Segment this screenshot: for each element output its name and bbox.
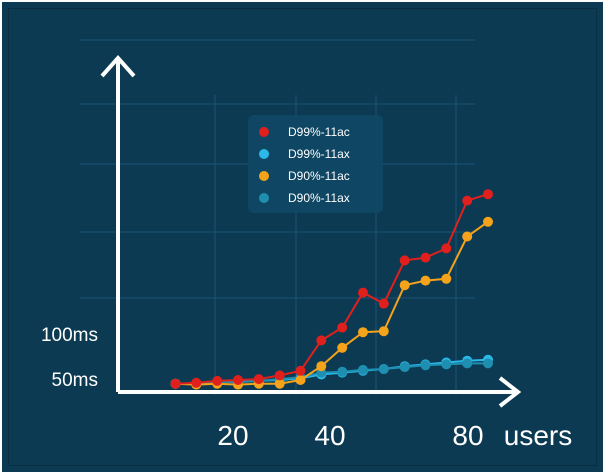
data-point-d99-11ac-7: [316, 335, 327, 346]
data-point-d90-11ac-14: [462, 231, 473, 242]
data-point-d90-11ac-11: [399, 280, 410, 291]
data-point-d90-11ac-13: [441, 273, 452, 284]
data-point-d90-11ax-11: [399, 362, 410, 373]
data-point-d99-11ac-13: [441, 243, 452, 254]
data-point-d99-11ac-15: [483, 189, 493, 200]
legend-label-d99-11ax: D99%-11ax: [288, 147, 350, 161]
data-point-d90-11ac-6: [295, 375, 306, 385]
legend-marker-d90-11ac: [259, 171, 269, 181]
legend-marker-d99-11ax: [259, 149, 269, 159]
chart-frame-inner-border: [8, 8, 597, 466]
data-point-d99-11ac-14: [462, 195, 473, 206]
legend-label-d90-11ax: D90%-11ax: [288, 191, 350, 205]
data-point-d99-11ac-2: [212, 375, 223, 386]
x-axis-arrowhead: [498, 376, 522, 408]
series-line-d90-11ac: [175, 220, 489, 386]
data-point-d90-11ac-8: [337, 342, 348, 353]
y-axis-arrowhead: [100, 54, 136, 78]
data-point-d90-11ax-10: [378, 364, 389, 374]
data-point-d90-11ax-14: [462, 358, 473, 369]
data-point-d99-11ac-3: [233, 375, 243, 385]
x-tick-label-80: 80: [452, 420, 483, 451]
data-point-d90-11ax-9: [358, 364, 368, 375]
legend-label-d90-11ac: D90%-11ac: [288, 169, 350, 183]
x-tick-label-20: 20: [217, 420, 248, 451]
series-d99-11ac: [170, 189, 493, 389]
data-point-d90-11ax-15: [483, 358, 493, 369]
data-point-d99-11ac-10: [378, 298, 389, 309]
series-line-d99-11ac: [175, 193, 489, 385]
series-layer: [170, 189, 493, 390]
data-point-d90-11ax-8: [337, 366, 348, 377]
data-point-d99-11ac-1: [191, 377, 202, 388]
legend-label-d99-11ac: D99%-11ac: [288, 125, 350, 139]
data-point-d90-11ac-7: [316, 361, 327, 372]
data-point-d90-11ac-15: [483, 216, 493, 227]
grid: [80, 39, 475, 395]
data-point-d99-11ac-0: [170, 378, 181, 389]
legend-box: [248, 115, 383, 213]
data-point-d99-11ac-6: [295, 365, 306, 376]
data-point-d90-11ac-10: [378, 326, 389, 337]
tick-labels: 100ms 50ms 20 40 80 users: [41, 325, 572, 451]
legend-marker-d90-11ax: [259, 193, 269, 203]
data-point-d99-11ac-12: [420, 252, 431, 263]
legend-marker-d99-11ac: [259, 127, 269, 137]
data-point-d99-11ac-11: [399, 255, 410, 266]
data-point-d99-11ac-5: [274, 370, 285, 381]
data-point-d90-11ax-12: [420, 360, 431, 371]
data-point-d90-11ac-5: [274, 378, 285, 389]
data-point-d90-11ac-12: [420, 275, 431, 286]
data-point-d90-11ac-9: [358, 327, 368, 338]
x-axis-label: users: [504, 420, 572, 451]
data-point-d99-11ac-4: [253, 374, 264, 385]
data-point-d99-11ac-8: [337, 322, 348, 333]
data-point-d90-11ax-13: [441, 359, 452, 370]
legend: D99%-11ac D99%-11ax D90%-11ac D90%-11ax: [248, 115, 383, 213]
x-tick-label-40: 40: [314, 420, 345, 451]
y-tick-label-100ms: 100ms: [41, 325, 98, 346]
y-tick-label-50ms: 50ms: [52, 370, 98, 391]
axes: [100, 54, 522, 408]
data-point-d99-11ac-9: [358, 287, 368, 298]
